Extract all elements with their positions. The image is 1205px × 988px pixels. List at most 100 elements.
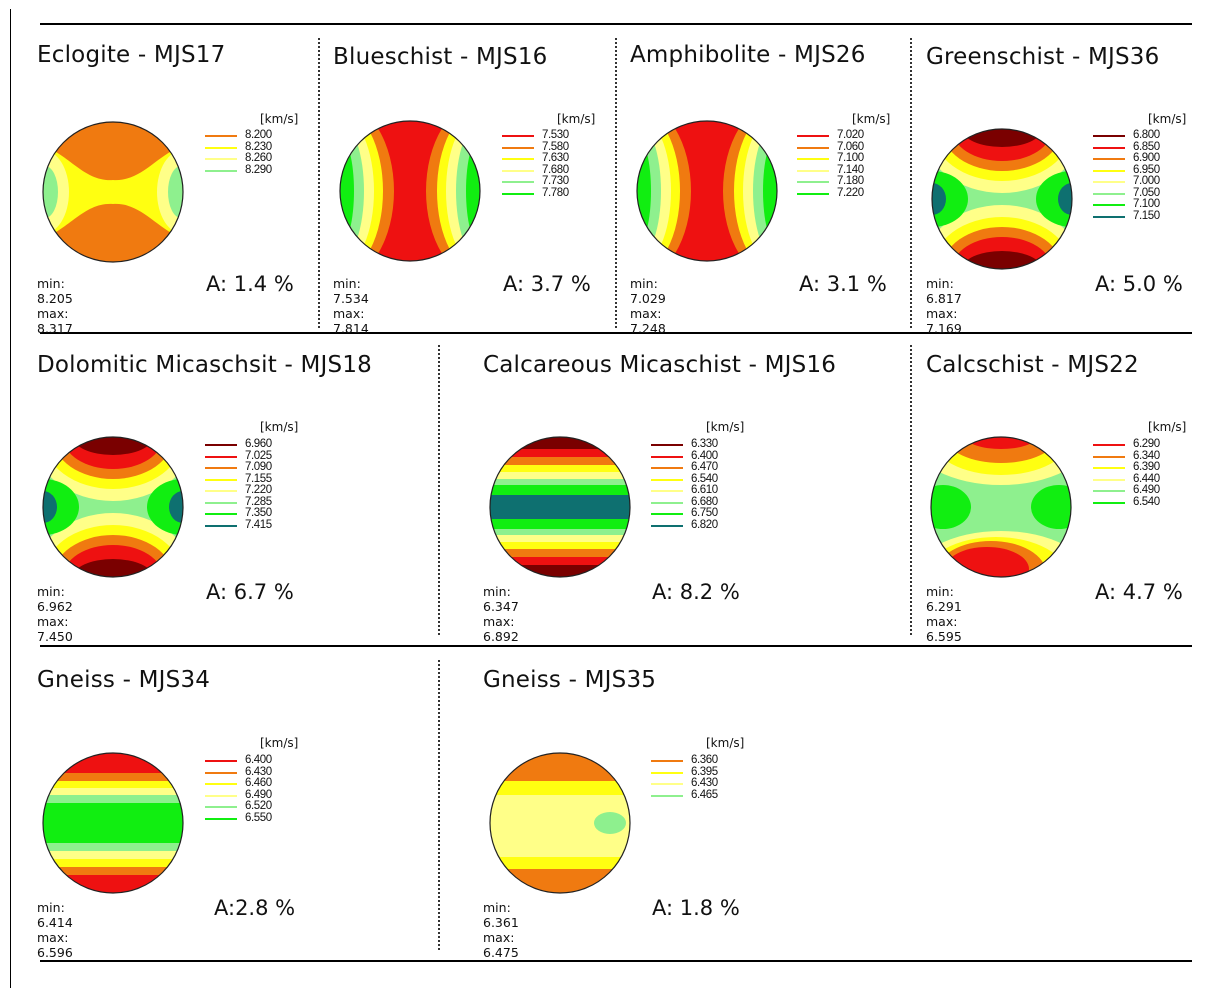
velocity-contour [456, 123, 480, 259]
legend-value: 6.360 [691, 754, 718, 766]
velocity-contour [490, 549, 630, 557]
legend-value: 7.100 [837, 152, 864, 164]
legend-value: 7.180 [837, 175, 864, 187]
velocity-range: min: 6.817 max: 7.169 [926, 276, 962, 336]
velocity-contour [1031, 485, 1071, 529]
legend-swatch [1093, 444, 1125, 446]
column-separator [910, 345, 912, 635]
velocity-contour [490, 529, 630, 535]
velocity-contour [490, 519, 630, 529]
min-velocity: min: 6.291 [926, 584, 962, 614]
legend-swatch [651, 467, 683, 469]
legend-swatch [205, 760, 237, 762]
velocity-pole-figure [42, 121, 184, 263]
legend-value: 6.550 [245, 811, 272, 824]
legend-value: 7.090 [245, 461, 272, 473]
velocity-contour [466, 137, 480, 245]
legend-value: 8.290 [245, 163, 272, 176]
legend-swatch [797, 146, 829, 149]
legend-swatch [1093, 135, 1125, 137]
legend-swatch [205, 146, 237, 149]
legend-value: 7.580 [542, 140, 569, 153]
velocity-contour [43, 867, 183, 875]
legend-value: 8.200 [245, 129, 272, 141]
velocity-contour [43, 144, 183, 240]
velocity-contour [43, 875, 183, 893]
velocity-contour [43, 788, 183, 795]
velocity-contour [753, 123, 777, 259]
legend-swatch [1093, 192, 1125, 195]
legend-swatch [205, 169, 237, 172]
velocity-range: min: 6.962 max: 7.450 [37, 584, 73, 644]
panel-title: Calcschist - MJS22 [926, 352, 1139, 378]
legend-value: 6.400 [245, 754, 272, 766]
anisotropy-value: A: 8.2 % [652, 580, 740, 604]
velocity-contour [490, 857, 630, 869]
legend-value: 6.430 [245, 765, 272, 778]
velocity-contour [945, 547, 1029, 577]
min-velocity: min: 6.361 [483, 900, 519, 930]
legend-swatch [651, 455, 683, 458]
legend-swatch [1093, 467, 1125, 469]
unit-label: [km/s] [1148, 112, 1187, 126]
velocity-contour [952, 237, 1052, 269]
legend-swatch [205, 455, 237, 458]
velocity-contour [594, 812, 626, 834]
legend-value: 7.060 [837, 140, 864, 153]
velocity-contour [490, 753, 630, 781]
unit-label: [km/s] [260, 112, 299, 126]
legend-value: 7.630 [542, 152, 569, 164]
legend-swatch [205, 817, 237, 820]
legend-swatch [651, 771, 683, 774]
legend-swatch [797, 181, 829, 183]
max-velocity: max: 8.317 [37, 306, 73, 336]
legend-value: 6.340 [1133, 449, 1160, 462]
legend-swatch [205, 478, 237, 481]
legend-value: 6.540 [691, 472, 718, 485]
anisotropy-value: A: 6.7 % [206, 580, 294, 604]
velocity-contour [490, 535, 630, 542]
legend-value: 7.220 [245, 484, 272, 496]
velocity-contour [490, 485, 630, 495]
legend-value: 6.520 [245, 800, 272, 812]
legend-swatch [1093, 455, 1125, 458]
velocity-contour [946, 437, 1056, 463]
min-velocity: min: 6.962 [37, 584, 73, 614]
legend-swatch [205, 513, 237, 515]
velocity-range: min: 8.205 max: 8.317 [37, 276, 73, 336]
projection-circle [42, 121, 184, 263]
min-velocity: min: 7.029 [630, 276, 666, 306]
anisotropy-value: A:2.8 % [214, 896, 296, 920]
anisotropy-value: A: 3.7 % [503, 272, 591, 296]
legend-value: 7.350 [245, 507, 272, 519]
velocity-pole-figure [42, 752, 184, 894]
legend-value: 7.020 [837, 129, 864, 141]
anisotropy-value: A: 1.4 % [206, 272, 294, 296]
legend-value: 6.395 [691, 765, 718, 778]
legend-swatch [205, 444, 237, 446]
legend-swatch [205, 783, 237, 785]
velocity-contour [340, 123, 364, 259]
max-velocity: max: 6.892 [483, 614, 519, 644]
unit-label: [km/s] [260, 420, 299, 434]
panel-title: Greenschist - MJS36 [926, 44, 1160, 70]
legend-swatch [205, 490, 237, 492]
projection-circle [339, 120, 481, 262]
max-velocity: max: 7.814 [333, 306, 369, 336]
velocity-contour [63, 437, 163, 469]
legend-swatch [651, 444, 683, 446]
max-velocity: max: 6.475 [483, 930, 519, 960]
legend-swatch [651, 760, 683, 762]
velocity-pole-figure [42, 436, 184, 578]
column-separator [318, 38, 320, 328]
velocity-contour [43, 859, 183, 867]
projection-circle [636, 120, 778, 262]
legend-value: 6.820 [691, 518, 718, 531]
velocity-contour [490, 457, 630, 465]
velocity-contour [490, 465, 630, 472]
velocity-range: min: 7.029 max: 7.248 [630, 276, 666, 336]
legend-value: 6.460 [245, 777, 272, 789]
legend-swatch [797, 169, 829, 172]
legend-value: 6.390 [1133, 461, 1160, 473]
anisotropy-value: A: 5.0 % [1095, 272, 1183, 296]
